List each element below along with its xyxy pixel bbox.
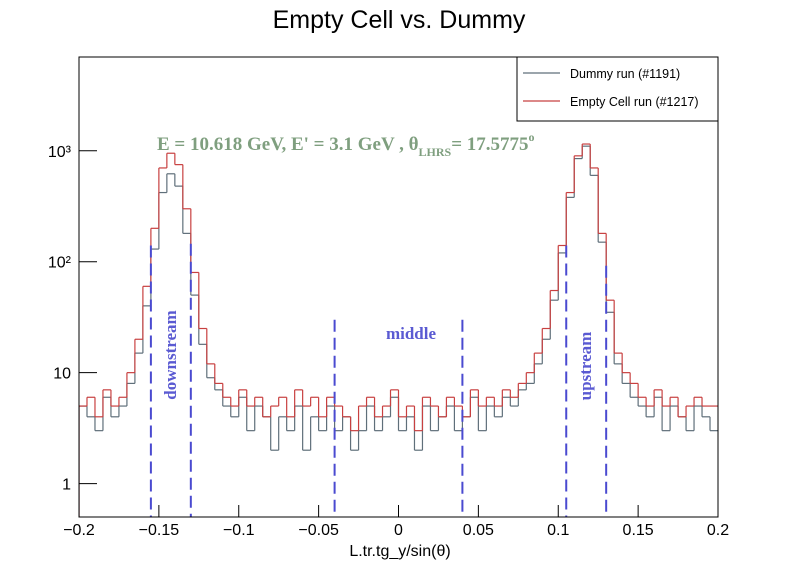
x-axis-label: L.tr.tg_y/sin(θ) <box>349 543 450 560</box>
legend-box <box>516 56 719 122</box>
x-tick-label: −0.2 <box>63 522 95 539</box>
kinematics-label: E = 10.618 GeV, E' = 3.1 GeV , θLHRS= 17… <box>157 130 535 159</box>
y-tick-label: 10 <box>53 366 71 383</box>
x-tick-label: −0.1 <box>223 522 255 539</box>
annotation: upstream <box>576 332 595 401</box>
x-tick-label: 0.15 <box>623 522 654 539</box>
x-tick-label: −0.15 <box>139 522 180 539</box>
kinematics-rest: = 17.5775 <box>451 134 528 155</box>
y-tick-label: 1 <box>62 477 71 494</box>
kinematics-sub: LHRS <box>419 145 452 159</box>
x-tick-label: 0.05 <box>463 522 494 539</box>
x-tick-label: 0.2 <box>707 522 729 539</box>
legend-label: Empty Cell run (#1217) <box>570 95 699 109</box>
legend-label: Dummy run (#1191) <box>570 67 680 81</box>
x-tick-label: 0.1 <box>547 522 569 539</box>
annotation: middle <box>386 324 437 343</box>
kinematics-main: E = 10.618 GeV, E' = 3.1 GeV , θ <box>157 134 419 155</box>
plot-area <box>79 143 718 517</box>
chart-title: Empty Cell vs. Dummy <box>273 6 526 34</box>
x-tick-label: −0.05 <box>298 522 339 539</box>
x-tick-label: 0 <box>394 522 403 539</box>
kinematics-sup: o <box>529 130 535 144</box>
y-tick-label: 10² <box>48 255 72 272</box>
y-tick-label: 10³ <box>48 144 72 161</box>
annotation: downstream <box>161 310 180 399</box>
histogram-series <box>79 143 718 517</box>
